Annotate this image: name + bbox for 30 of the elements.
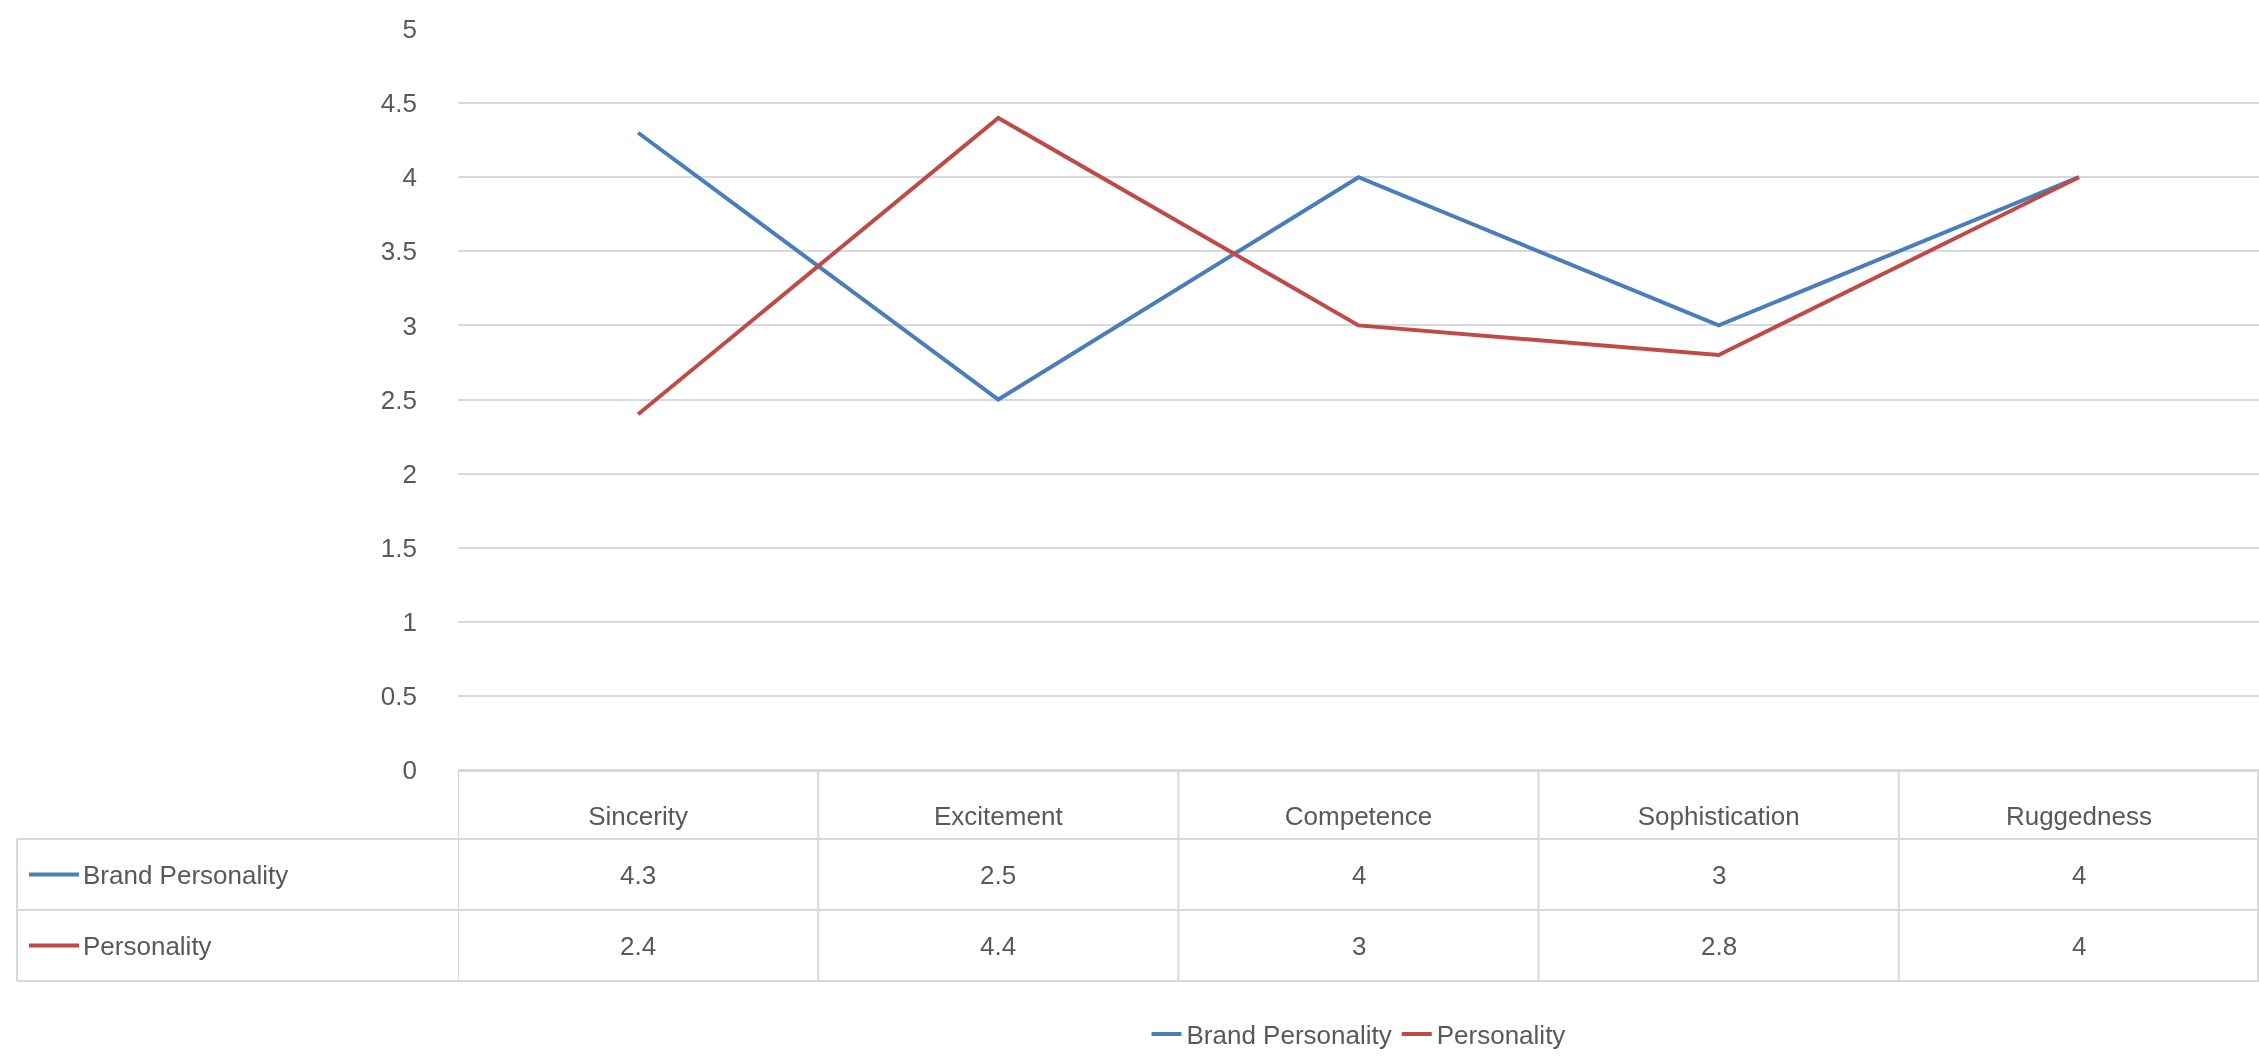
legend-label: Personality [1436,1020,1566,1051]
y-tick-label: 4.5 [380,88,417,119]
y-tick-label: 5 [402,14,417,45]
text: Brand Personality [1186,1020,1392,1051]
data-label: 4 [2072,860,2087,890]
data-label: 2.8 [1701,931,1738,961]
y-tick-label: 2 [402,458,417,489]
data-label: 4.4 [980,931,1017,961]
y-tick-label: 0 [402,755,417,786]
data-label: 2.4 [620,931,657,961]
data-label: 4 [2072,931,2087,961]
x-tick-label: Competence [1284,801,1433,832]
y-tick-label: 1 [402,606,417,637]
x-tick-label: Sincerity [588,801,688,832]
data-label: 3 [1352,931,1367,961]
y-tick-label: 0.5 [380,681,417,711]
data-label: 3 [1712,860,1727,890]
y-tick-label: 3.5 [380,236,417,267]
x-tick-label: Excitement [934,801,1064,832]
x-tick-label: Sophistication [1637,801,1800,832]
data-label: 4 [1352,860,1367,890]
y-tick-label: 1.5 [380,532,417,563]
text: Personality [83,931,212,961]
data-label: 2.5 [980,860,1017,890]
y-tick-label: 4 [402,162,417,193]
data-label: 4.3 [620,860,657,890]
legend-label: Brand Personality [83,860,289,890]
y-tick-label: 3 [402,310,417,341]
x-tick-label: Ruggedness [2005,801,2152,832]
y-tick-label: 2.5 [380,384,417,415]
